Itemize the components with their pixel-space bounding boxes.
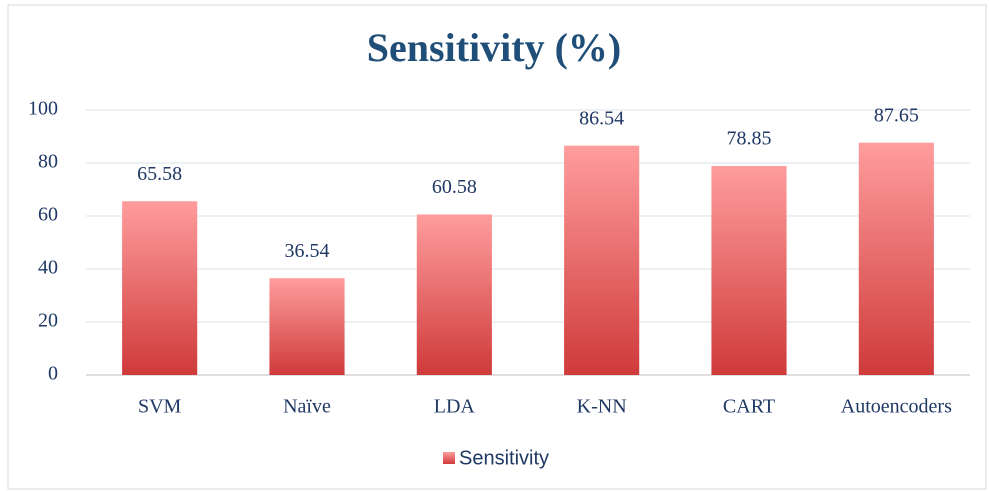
y-tick-label: 80 [38, 151, 58, 173]
x-tick-label: LDA [434, 396, 476, 418]
x-tick-label: CART [723, 396, 775, 418]
bar [416, 214, 492, 375]
bar [858, 142, 934, 375]
y-tick-label: 20 [38, 310, 58, 332]
y-tick-label: 0 [48, 363, 58, 385]
legend-label: Sensitivity [459, 447, 549, 469]
data-label: 60.58 [432, 176, 477, 198]
data-label: 87.65 [874, 104, 919, 126]
x-tick-label: Naïve [283, 396, 331, 418]
chart-title: Sensitivity (%) [367, 25, 621, 70]
data-label: 78.85 [727, 128, 772, 150]
y-tick-label: 60 [38, 204, 58, 226]
bar [711, 166, 787, 375]
data-label: 65.58 [137, 163, 182, 185]
data-label: 36.54 [285, 240, 330, 262]
data-label: 86.54 [579, 107, 624, 129]
x-tick-label: Autoencoders [841, 396, 952, 418]
x-tick-label: K-NN [577, 396, 627, 418]
bar [269, 278, 345, 375]
y-tick-label: 100 [28, 98, 58, 120]
bar [122, 201, 198, 375]
x-tick-label: SVM [138, 396, 182, 418]
legend-swatch [443, 452, 455, 464]
bar [564, 145, 640, 375]
y-tick-label: 40 [38, 257, 58, 279]
